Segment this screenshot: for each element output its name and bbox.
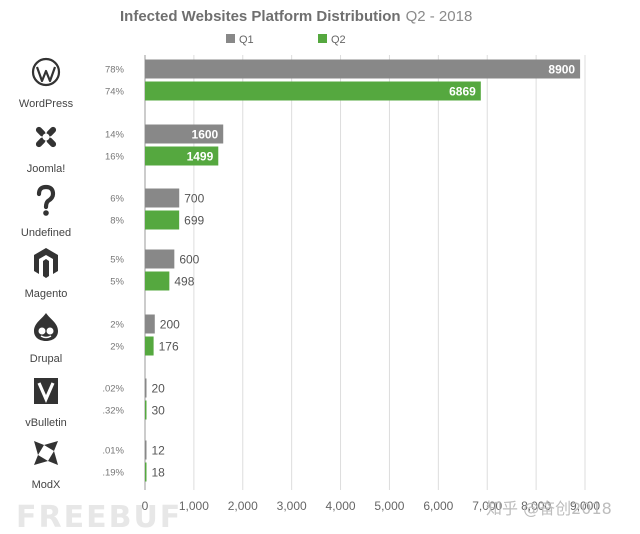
gridlines [144, 55, 586, 490]
bar-q2-1 [145, 146, 219, 166]
x-tick-label: 8,000 [521, 499, 551, 513]
bar-q2-6 [145, 462, 147, 482]
bar-q1-0 [145, 59, 581, 79]
x-tick-label: 6,000 [423, 499, 453, 513]
percent-label: 14% [105, 130, 125, 141]
value-label: 8900 [548, 63, 575, 77]
x-tick-label: 4,000 [326, 499, 356, 513]
x-tick-label: 3,000 [277, 499, 307, 513]
watermark-left: FREEBUF [16, 500, 182, 534]
drupal-icon [34, 313, 58, 341]
percent-label: 8% [110, 216, 124, 227]
value-labels: 8900 6869 1600 1499 700 699 600 498 200 176 20 30 12… [152, 63, 576, 480]
percent-label: 2% [110, 342, 124, 353]
value-label: 699 [184, 214, 204, 228]
value-label: 176 [159, 340, 179, 354]
modx-icon [34, 441, 58, 465]
bar-q1-5 [145, 378, 147, 398]
legend-swatch-q1 [226, 34, 235, 43]
category-label: WordPress [19, 98, 74, 110]
bars [145, 59, 581, 482]
percent-label: 16% [105, 152, 125, 163]
x-tick-label: 7,000 [472, 499, 502, 513]
x-tick-label: 9,000 [570, 499, 600, 513]
joomla-icon [35, 126, 57, 148]
value-label: 600 [179, 253, 199, 267]
value-label: 1499 [187, 150, 214, 164]
legend: Q1 Q2 [226, 34, 346, 46]
value-label: 30 [152, 404, 166, 418]
percent-label: 5% [110, 277, 124, 288]
percent-label: .02% [102, 384, 124, 395]
x-tick-label: 1,000 [179, 499, 209, 513]
percent-label: 6% [110, 194, 124, 205]
value-label: 20 [152, 382, 166, 396]
category-label: Undefined [21, 227, 71, 239]
magento-icon [34, 248, 58, 278]
bar-q2-3 [145, 271, 170, 291]
percent-label: .01% [102, 446, 124, 457]
value-label: 12 [152, 444, 166, 458]
legend-label-q2: Q2 [331, 34, 346, 46]
x-tick-label: 2,000 [228, 499, 258, 513]
value-label: 498 [174, 275, 194, 289]
percent-labels: 78% 74% 14% 16% 6% 8% 5% 5% 2% 2% .02% .32% .01% .19% [102, 65, 124, 479]
category-label: vBulletin [25, 417, 67, 429]
legend-label-q1: Q1 [239, 34, 254, 46]
bar-q2-4 [145, 336, 154, 356]
legend-swatch-q2 [318, 34, 327, 43]
chart-title: Infected Websites Platform Distribution Q… [120, 8, 472, 25]
category-label: Magento [25, 288, 68, 300]
value-label: 6869 [449, 85, 476, 99]
category-labels: WordPress Joomla! Undefined Magento Drupal vB… [19, 98, 74, 491]
percent-label: .32% [102, 406, 124, 417]
category-icons [31, 57, 61, 465]
bar-q2-2 [145, 210, 180, 230]
value-label: 18 [152, 466, 166, 480]
percent-label: .19% [102, 468, 124, 479]
bar-q1-3 [145, 249, 175, 269]
category-label: Drupal [30, 353, 62, 365]
vbulletin-icon [34, 378, 58, 404]
bar-q2-5 [145, 400, 147, 420]
watermark-right: 知乎 @奋创2018 [486, 499, 612, 518]
question-mark-icon [36, 184, 56, 216]
percent-label: 5% [110, 255, 124, 266]
wordpress-icon [31, 57, 61, 87]
bar-q1-1 [145, 124, 224, 144]
category-label: ModX [32, 479, 61, 491]
bar-q1-2 [145, 188, 180, 208]
bar-q1-6 [145, 440, 147, 460]
value-label: 200 [160, 318, 180, 332]
percent-label: 2% [110, 320, 124, 331]
percent-label: 74% [105, 87, 125, 98]
x-axis-ticks: 0 1,000 2,000 3,000 4,000 5,000 6,000 7,000 8,00… [142, 499, 601, 513]
category-label: Joomla! [27, 163, 66, 175]
percent-label: 78% [105, 65, 125, 76]
x-tick-label: 0 [142, 499, 149, 513]
x-tick-label: 5,000 [374, 499, 404, 513]
bar-q2-0 [145, 81, 481, 101]
bar-q1-4 [145, 314, 155, 334]
value-label: 1600 [192, 128, 219, 142]
value-label: 700 [184, 192, 204, 206]
